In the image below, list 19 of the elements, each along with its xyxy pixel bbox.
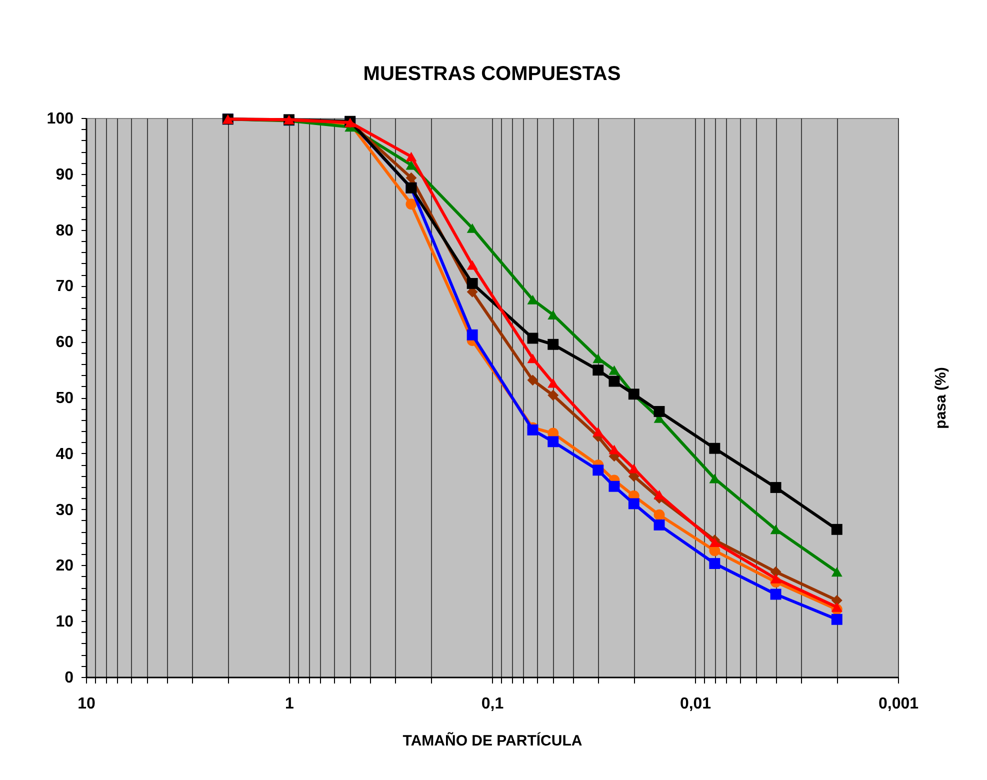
y-tick-label: 80: [56, 222, 74, 240]
x-tick-label: 0,001: [878, 696, 919, 712]
y-tick-label: 20: [56, 558, 74, 575]
x-tick-label: 0,1: [481, 696, 504, 712]
y-tick-label: 90: [56, 166, 74, 184]
x-tick-label: 1: [285, 696, 294, 712]
y-tick-label: 70: [56, 278, 74, 296]
x-tick-label: 0,01: [680, 696, 712, 712]
y-tick-label: 50: [56, 390, 74, 407]
x-axis-title: TAMAÑO DE PARTÍCULA: [402, 732, 582, 750]
y-tick-label: 60: [56, 334, 74, 352]
y-tick-label: 100: [46, 110, 74, 128]
y-tick-label: 40: [56, 446, 74, 463]
x-tick-label: 10: [78, 696, 96, 712]
y-tick-label: 30: [56, 502, 74, 519]
y-tick-label: 0: [64, 670, 74, 686]
y-axis-title: pasa (%): [932, 367, 950, 429]
chart-title: MUESTRAS COMPUESTAS: [363, 63, 621, 85]
y-tick-label: 10: [56, 614, 74, 631]
